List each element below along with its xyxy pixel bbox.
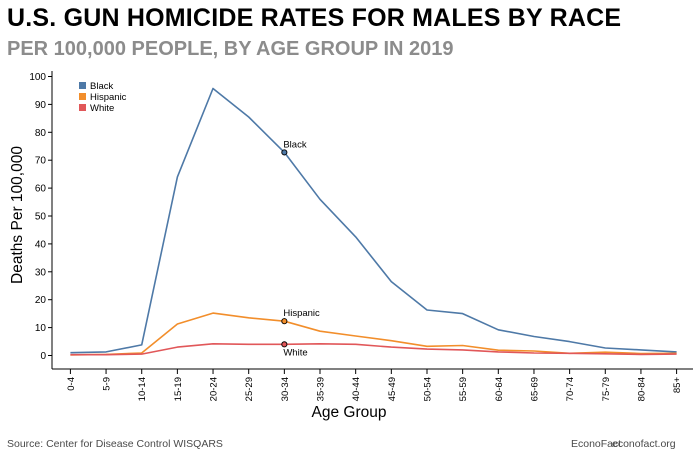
y-tick-label: 20 [35, 295, 47, 306]
x-tick-label: 70-74 [565, 377, 576, 401]
source-note: Source: Center for Disease Control WISQA… [7, 438, 223, 450]
annotation-marker-hispanic [281, 318, 288, 325]
brand-name: EconoFact [571, 438, 622, 450]
y-tick-label: 100 [29, 72, 46, 83]
x-tick-label: 55-59 [458, 377, 469, 401]
y-axis-label: Deaths Per 100,000 [9, 146, 26, 284]
x-tick-label: 65-69 [529, 377, 540, 401]
legend-label-white: White [90, 103, 114, 114]
chart-title: U.S. GUN HOMICIDE RATES FOR MALES BY RAC… [7, 4, 622, 32]
annotation-label-hispanic: Hispanic [283, 308, 320, 319]
y-tick-label: 50 [35, 212, 47, 223]
annotation-layer: Black Hispanic White [281, 139, 320, 358]
x-tick-label: 25-29 [244, 377, 255, 401]
y-tick-label: 80 [35, 128, 47, 139]
x-tick-label: 80-84 [636, 377, 647, 401]
y-tick-label: 90 [35, 100, 47, 111]
x-tick-label: 20-24 [209, 377, 220, 401]
x-tick-label: 40-44 [351, 377, 362, 401]
annotation-label-black: Black [283, 139, 306, 150]
annotation-marker-white [281, 341, 288, 348]
x-axis-label: Age Group [312, 404, 387, 421]
series-layer [70, 87, 677, 356]
y-tick-label: 60 [35, 184, 47, 195]
y-tick-label: 0 [40, 351, 46, 362]
x-tick-label: 15-19 [173, 377, 184, 401]
x-tick-label: 35-39 [316, 377, 327, 401]
x-tick-label: 85+ [672, 377, 683, 394]
y-tick-label: 30 [35, 267, 47, 278]
x-tick-label: 45-49 [387, 377, 398, 401]
legend-label-black: Black [90, 81, 113, 92]
annotation-label-white: White [283, 347, 307, 358]
x-tick-label: 5-9 [102, 377, 113, 391]
y-tick-label: 40 [35, 239, 47, 250]
x-tick-label: 30-34 [280, 377, 291, 401]
x-tick-label: 10-14 [137, 377, 148, 401]
legend-label-hispanic: Hispanic [90, 92, 127, 103]
series-line-white [70, 342, 677, 356]
y-tick-label: 10 [35, 323, 47, 334]
x-tick-label: 60-64 [494, 377, 505, 401]
annotation-marker-black [281, 149, 288, 156]
x-tick-label: 50-54 [422, 377, 433, 401]
series-line-black [70, 87, 677, 354]
y-tick-label: 70 [35, 156, 47, 167]
x-tick-label: 0-4 [66, 377, 77, 391]
chart-subtitle: PER 100,000 PEOPLE, BY AGE GROUP IN 2019 [7, 38, 454, 60]
axes: 0 10 20 30 40 50 60 70 80 90 100 0-4 5-9 10-14 15-19 20… [29, 71, 693, 401]
series-line-hispanic [70, 312, 677, 356]
legend-swatch-white [79, 104, 86, 111]
x-tick-label: 75-79 [601, 377, 612, 401]
site-link[interactable]: econofact.org [612, 438, 676, 450]
legend-swatch-black [79, 82, 86, 89]
legend-swatch-hispanic [79, 93, 86, 100]
